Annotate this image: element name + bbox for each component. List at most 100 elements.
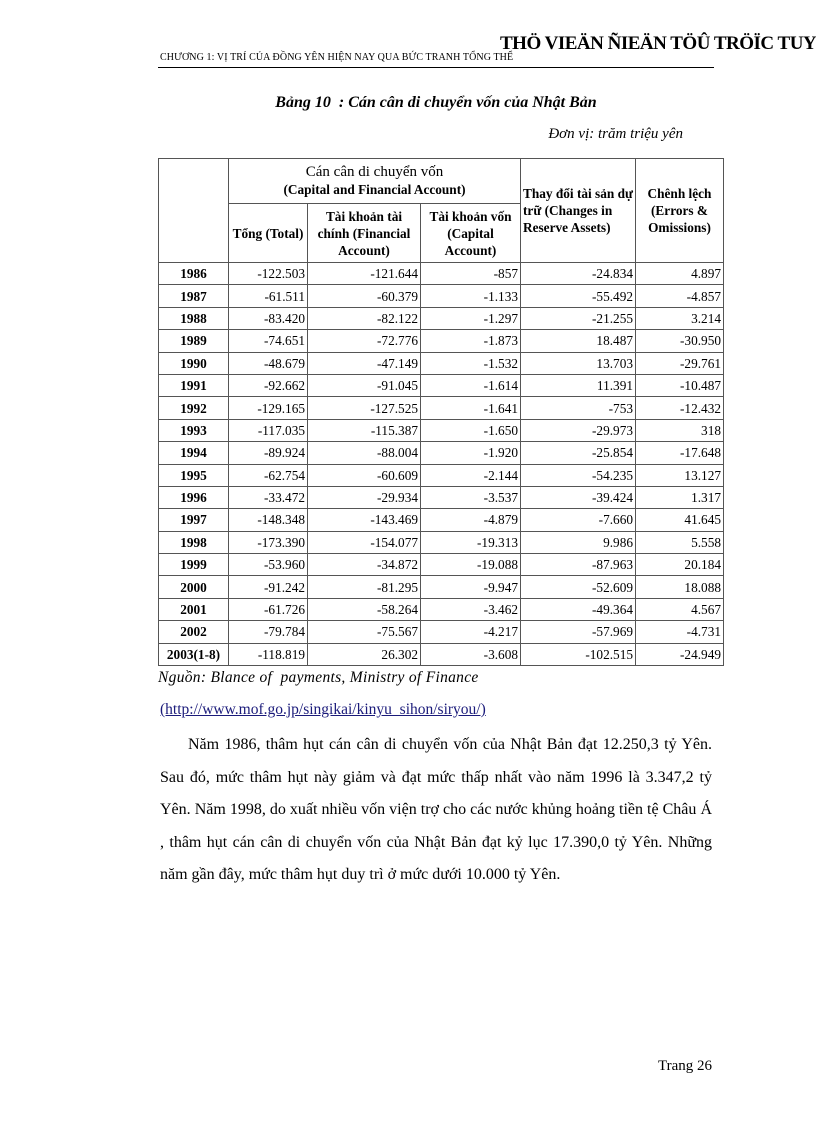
value-cell: -1.920 [420,441,521,465]
group-subtitle: (Capital and Financial Account) [283,182,466,197]
value-cell: 41.645 [635,508,724,532]
value-cell: -61.511 [228,284,308,308]
value-cell: -72.776 [307,329,421,353]
value-cell: -118.819 [228,642,308,667]
value-cell: -10.487 [635,373,724,398]
value-cell: 11.391 [520,373,636,398]
table-row: 1994 -89.924 -88.004 -1.920 -25.854 -17.648 [158,441,724,465]
value-cell: 4.567 [635,597,724,622]
group-header: Cán cân di chuyển vốn (Capital and Financ… [228,158,521,204]
value-cell: -1.297 [420,306,521,331]
value-cell: -75.567 [307,620,421,644]
group-title: Cán cân di chuyển vốn [305,164,444,180]
table-body: 1986 -122.503 -121.644 -857 -24.834 4.897 1987… [158,261,724,667]
value-cell: -1.133 [420,284,521,308]
table-row: 1998 -173.390 -154.077 -19.313 9.986 5.558 [158,530,724,555]
column-header: Chênh lệch (Errors & Omissions) [635,158,724,263]
source-note: Nguồn: Blance of payments, Ministry of F… [158,669,479,686]
value-cell: -1.614 [420,373,521,398]
table-row: 1993 -117.035 -115.387 -1.650 -29.973 318 [158,418,724,443]
year-cell: 2000 [158,575,229,599]
value-cell: -102.515 [520,642,636,667]
value-cell: 318 [635,418,724,443]
table-row: 1991 -92.662 -91.045 -1.614 11.391 -10.487 [158,373,724,398]
chapter-header: CHƯƠNG 1: VỊ TRÍ CỦA ĐỒNG YÊN HIỆN NAY Q… [160,52,514,63]
value-cell: 20.184 [635,553,724,577]
year-cell: 1995 [158,463,229,487]
value-cell: -62.754 [228,463,308,487]
value-cell: -29.761 [635,351,724,375]
table-row: 1988 -83.420 -82.122 -1.297 -21.255 3.214 [158,306,724,331]
year-cell: 1989 [158,329,229,353]
value-cell: -29.973 [520,418,636,443]
value-cell: -57.969 [520,620,636,644]
value-cell: 4.897 [635,261,724,286]
value-cell: -39.424 [520,485,636,510]
value-cell: -60.609 [307,463,421,487]
watermark: THÖ VIEÄN ÑIEÄN TÖÛ TRÖÏC TUYEÁN [500,33,816,54]
value-cell: -88.004 [307,441,421,465]
value-cell: -52.609 [520,575,636,599]
value-cell: -89.924 [228,441,308,465]
value-cell: 5.558 [635,530,724,555]
table-head: Cán cân di chuyển vốn (Capital and Financ… [158,158,724,263]
value-cell: -143.469 [307,508,421,532]
value-cell: 9.986 [520,530,636,555]
value-cell: -53.960 [228,553,308,577]
header-rule [158,67,714,68]
year-cell: 2003(1-8) [158,642,229,667]
value-cell: -1.650 [420,418,521,443]
year-cell: 1999 [158,553,229,577]
value-cell: -117.035 [228,418,308,443]
value-cell: 26.302 [307,642,421,667]
value-cell: -91.045 [307,373,421,398]
column-header: Tổng (Total) [228,203,308,263]
value-cell: -4.857 [635,284,724,308]
value-cell: -127.525 [307,396,421,420]
value-cell: 1.317 [635,485,724,510]
value-cell: -4.879 [420,508,521,532]
table-unit: Đơn vị: trăm triệu yên [548,126,683,142]
header-row: Tổng (Total) Tài khoản tài chính (Financ… [159,203,724,263]
value-cell: -60.379 [307,284,421,308]
value-cell: -2.144 [420,463,521,487]
value-cell: -1.641 [420,396,521,420]
value-cell: -83.420 [228,306,308,331]
value-cell: -49.364 [520,597,636,622]
year-cell: 1986 [158,261,229,286]
year-cell: 1994 [158,441,229,465]
year-cell: 2002 [158,620,229,644]
value-cell: -24.949 [635,642,724,667]
table-row: 1995 -62.754 -60.609 -2.144 -54.235 13.127 [158,463,724,487]
data-table: Cán cân di chuyển vốn (Capital and Financ… [158,158,724,667]
year-cell: 1987 [158,284,229,308]
value-cell: -17.648 [635,441,724,465]
table-row: 1987 -61.511 -60.379 -1.133 -55.492 -4.857 [158,284,724,308]
table-caption: Bảng 10 : Cán cân di chuyển vốn của Nhật… [275,94,597,111]
column-header: Tài khoản tài chính (Financial Account) [307,203,421,263]
value-cell: -7.660 [520,508,636,532]
value-cell: -19.313 [420,530,521,555]
year-cell: 2001 [158,597,229,622]
table-row: 2002 -79.784 -75.567 -4.217 -57.969 -4.731 [158,620,724,644]
table-row: 1992 -129.165 -127.525 -1.641 -753 -12.432 [158,396,724,420]
value-cell: -857 [420,261,521,286]
source-link[interactable]: (http://www.mof.go.jp/singikai/kinyu_sih… [160,701,486,718]
value-cell: -1.532 [420,351,521,375]
value-cell: 13.703 [520,351,636,375]
value-cell: -30.950 [635,329,724,353]
value-cell: -58.264 [307,597,421,622]
year-cell: 1993 [158,418,229,443]
table-row: 1990 -48.679 -47.149 -1.532 13.703 -29.761 [158,351,724,375]
value-cell: -74.651 [228,329,308,353]
value-cell: -54.235 [520,463,636,487]
year-cell: 1990 [158,351,229,375]
value-cell: -1.873 [420,329,521,353]
value-cell: -33.472 [228,485,308,510]
value-cell: 18.088 [635,575,724,599]
year-cell: 1996 [158,485,229,510]
table-row: 2001 -61.726 -58.264 -3.462 -49.364 4.567 [158,597,724,622]
page-number: Trang 26 [657,1058,712,1074]
year-cell: 1992 [158,396,229,420]
